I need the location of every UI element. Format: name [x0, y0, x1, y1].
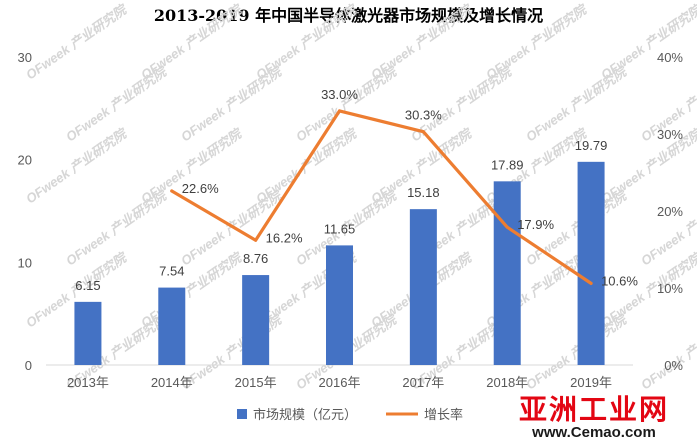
bar [326, 245, 353, 365]
bar [74, 301, 102, 365]
bar-value-label: 17.89 [491, 157, 524, 172]
axes: 0 10 20 30 0% 10% 20% 30% 40% 2013年 2014年 2015年 2016… [18, 50, 684, 390]
line-value-label: 16.2% [266, 230, 303, 245]
data-labels: 6.15 7.54 8.76 11.65 15.18 17.89 19.79 22.6% 16.… [75, 87, 638, 293]
legend: 市场规模（亿元） 增长率 [237, 407, 463, 422]
bar-value-label: 7.54 [159, 264, 184, 279]
x-tick-label: 2018年 [486, 375, 528, 390]
bar-value-label: 8.76 [243, 251, 268, 266]
line-value-label: 22.6% [182, 181, 219, 196]
y-left-tick-label: 10 [18, 255, 32, 270]
bar-value-label: 11.65 [324, 221, 356, 236]
x-tick-label: 2016年 [319, 375, 361, 390]
y-right-tick-label: 20% [657, 204, 683, 219]
watermark-text: OFweek 产业研究院 [638, 310, 697, 392]
legend-swatch-bar [237, 409, 247, 419]
line-value-label: 10.6% [601, 273, 638, 288]
line-value-label: 33.0% [321, 87, 358, 102]
growth-rate-point [338, 109, 341, 113]
bar [242, 275, 270, 365]
growth-rate-point [421, 130, 425, 134]
bar-value-label: 6.15 [75, 278, 100, 293]
growth-rate-point [505, 225, 509, 229]
bar-series [74, 161, 605, 365]
y-right-tick-label: 0% [664, 358, 683, 373]
y-right-tick-label: 30% [657, 127, 683, 142]
x-tick-label: 2017年 [402, 375, 444, 390]
bar [577, 161, 605, 365]
bar [493, 181, 521, 365]
growth-rate-point [589, 281, 593, 285]
y-left-tick-label: 30 [18, 50, 32, 65]
y-right-tick-label: 10% [657, 281, 683, 296]
legend-label-line: 增长率 [424, 407, 463, 422]
x-tick-label: 2015年 [235, 375, 277, 390]
legend-label-bar: 市场规模（亿元） [253, 407, 357, 422]
bar [158, 287, 186, 365]
growth-rate-point [170, 189, 174, 193]
bar-value-label: 19.79 [575, 138, 608, 153]
logo-name: 亚洲工业网 [518, 393, 669, 426]
bar-value-label: 15.18 [407, 185, 440, 200]
line-value-label: 17.9% [517, 217, 554, 232]
watermark-text: OFweek 产业研究院 [23, 0, 131, 82]
x-tick-label: 2014年 [151, 375, 193, 390]
growth-rate-point [254, 238, 258, 242]
line-series [170, 109, 593, 285]
growth-rate-line [170, 109, 593, 285]
y-right-tick-label: 40% [657, 50, 683, 65]
line-value-label: 30.3% [405, 108, 442, 123]
y-left-tick-label: 0 [25, 358, 32, 373]
logo-url: www.Cemao.com [532, 424, 656, 441]
bar [409, 209, 437, 365]
x-tick-label: 2019年 [570, 375, 612, 390]
y-left-tick-label: 20 [18, 153, 32, 168]
site-logo: 亚洲工业网 www.Cemao.com [499, 395, 689, 441]
x-tick-label: 2013年 [67, 375, 109, 390]
chart-title: 2013-2019 年中国半导体激光器市场规模及增长情况 [153, 6, 544, 25]
